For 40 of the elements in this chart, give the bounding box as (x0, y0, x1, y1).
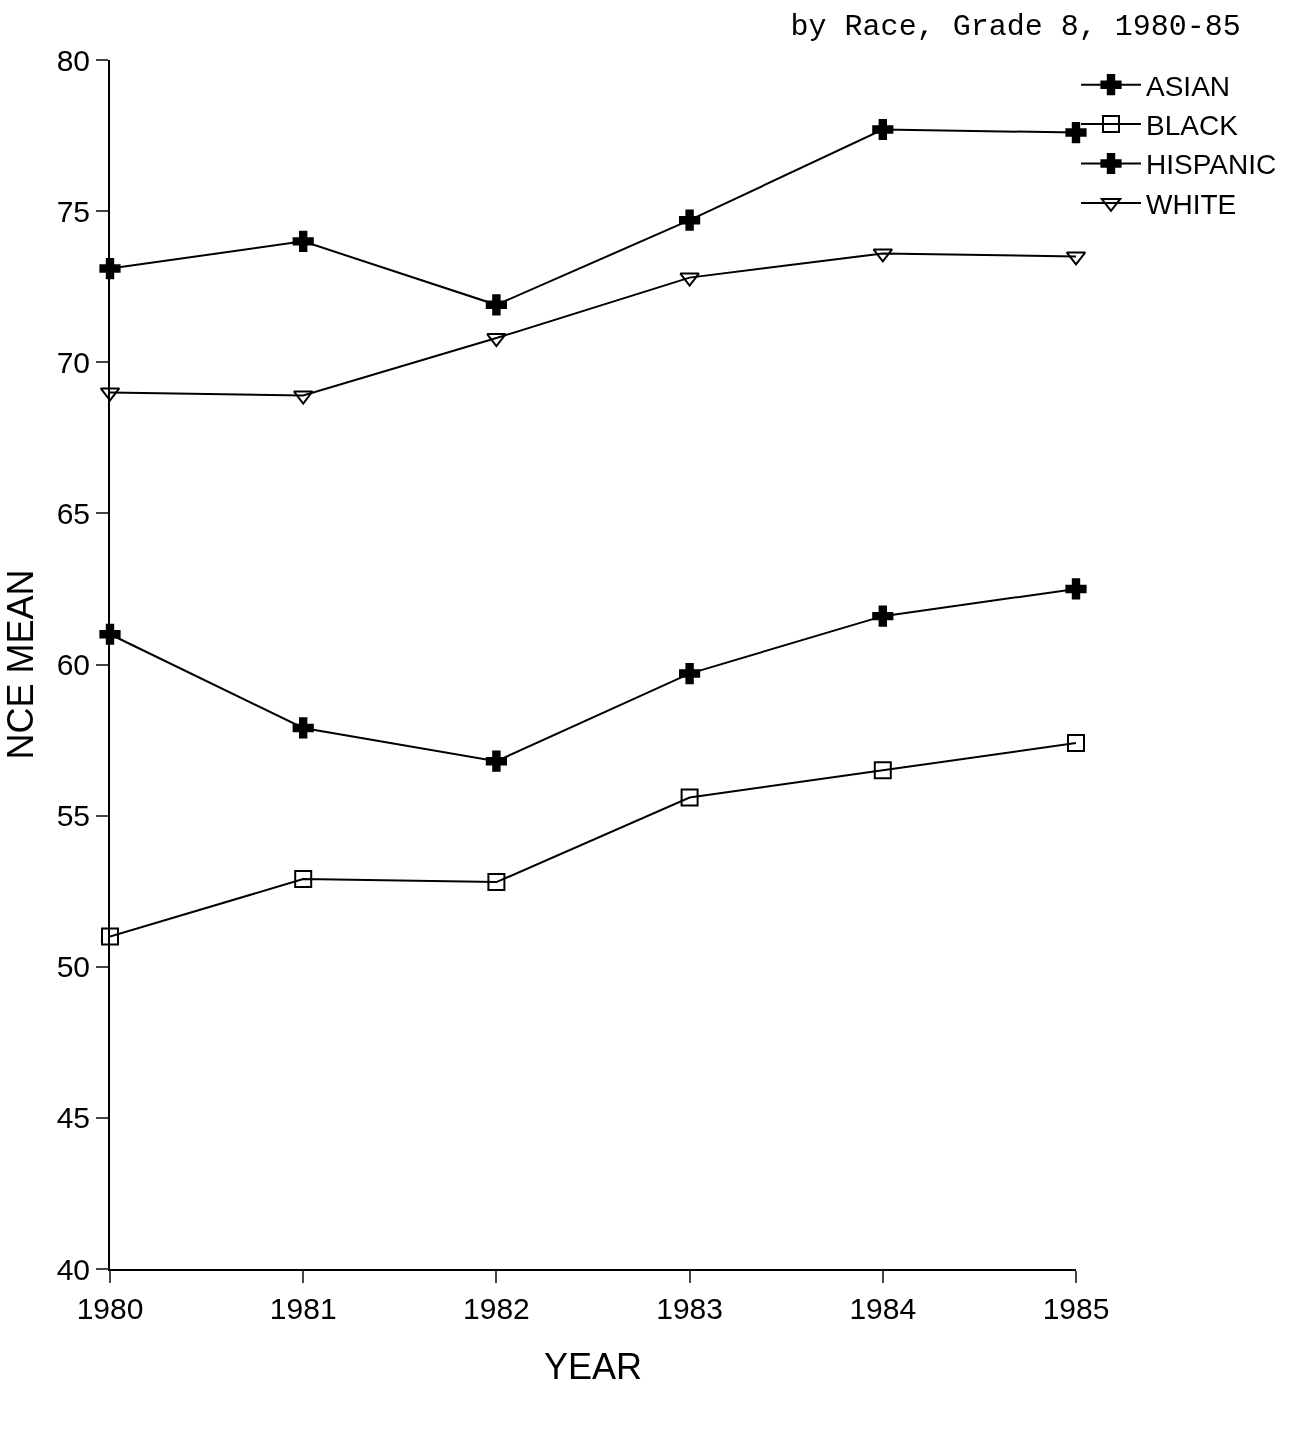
y-tick-label: 55 (56, 799, 90, 833)
x-tick-label: 1983 (656, 1292, 723, 1325)
y-tick-label: 40 (56, 1252, 90, 1286)
point (101, 927, 119, 946)
x-tick-label: 1980 (76, 1292, 144, 1325)
point (872, 118, 894, 141)
point (485, 294, 507, 316)
legend-label: BLACK (1146, 110, 1239, 142)
y-tick-label: 80 (56, 43, 90, 77)
y-tick-label: 50 (56, 950, 90, 984)
y-tick-label: 70 (56, 345, 90, 379)
point (486, 333, 507, 348)
point (680, 788, 699, 807)
x-tick-label: 1981 (269, 1292, 337, 1325)
point (487, 873, 506, 892)
legend-label: ASIAN (1146, 70, 1231, 102)
y-tick-label: 75 (56, 194, 90, 228)
y-tick-label: 45 (56, 1101, 90, 1135)
point (679, 272, 700, 287)
point (294, 870, 313, 889)
legend-label: WHITE (1146, 188, 1237, 220)
y-axis-title: NCE MEAN (0, 569, 41, 760)
y-tick-label: 60 (56, 648, 90, 681)
point (485, 750, 507, 772)
legend-label: HISPANIC (1146, 149, 1277, 181)
point (679, 662, 701, 685)
point (1065, 121, 1087, 144)
x-tick-label: 1982 (463, 1292, 530, 1325)
point (292, 717, 314, 739)
point (872, 605, 894, 627)
chart-title: by Race, Grade 8, 1980-85 (790, 10, 1241, 45)
x-tick-label: 1984 (849, 1292, 917, 1325)
y-tick-label: 65 (56, 496, 90, 530)
point (292, 230, 314, 252)
point (873, 761, 892, 780)
point (679, 209, 701, 231)
x-tick-label: 1985 (1042, 1292, 1110, 1325)
point (1067, 734, 1085, 753)
point (1065, 578, 1087, 600)
x-axis-title: YEAR (543, 1346, 643, 1388)
